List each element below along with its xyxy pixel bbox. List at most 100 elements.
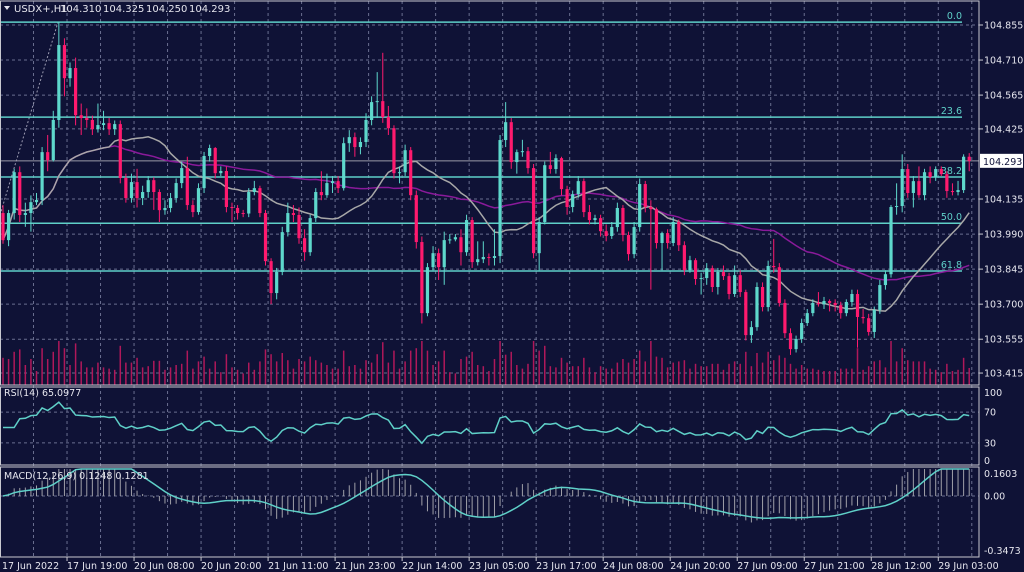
rsi-tick-label: 70: [984, 408, 996, 419]
candle: [945, 171, 949, 198]
candle: [626, 231, 631, 261]
candle-body: [146, 180, 150, 193]
candle: [464, 214, 469, 256]
candle-body: [330, 181, 335, 184]
candle: [235, 205, 240, 220]
time-tick-label: 28 Jun 12:00: [871, 561, 931, 572]
candle: [364, 113, 368, 148]
candle: [576, 176, 580, 198]
candle: [386, 105, 390, 135]
candle-body: [448, 239, 452, 241]
fibonacci-trendline[interactable]: [0, 21, 59, 216]
candle-body: [872, 309, 876, 332]
candle: [839, 301, 843, 319]
candle-body: [928, 172, 932, 178]
candle: [889, 205, 893, 278]
candle: [526, 147, 530, 174]
candle-body: [621, 207, 625, 236]
candle: [325, 173, 329, 198]
candle: [794, 335, 798, 353]
candle-body: [520, 151, 525, 153]
candle: [777, 263, 781, 307]
candle: [247, 188, 251, 218]
candle: [749, 321, 753, 343]
current-price-label: 104.293: [983, 157, 1022, 168]
candle-body: [543, 165, 547, 222]
candle-body: [934, 169, 938, 178]
candle-body: [470, 220, 474, 263]
price-tick-label: 103.555: [984, 335, 1023, 346]
candle: [733, 265, 737, 297]
candle-body: [638, 184, 642, 228]
candle-body: [118, 124, 122, 178]
triangle-down-icon[interactable]: [4, 6, 10, 10]
candle: [425, 263, 430, 317]
candle: [716, 267, 720, 295]
candle: [738, 270, 742, 297]
candle-body: [504, 122, 508, 141]
candle-body: [358, 141, 363, 148]
candle-body: [397, 172, 402, 174]
candle: [755, 282, 759, 331]
candle: [520, 139, 525, 157]
candle: [74, 57, 78, 126]
candle-body: [180, 168, 184, 184]
slow-moving-average-line: [2, 145, 970, 281]
candle-body: [939, 169, 943, 175]
candle: [805, 308, 809, 326]
candle-body: [219, 170, 223, 174]
candle: [280, 226, 284, 276]
candle-body: [889, 207, 893, 275]
candle: [403, 144, 407, 177]
candle: [855, 289, 860, 348]
candle: [381, 52, 385, 123]
candle: [811, 299, 815, 317]
time-tick-label: 27 Jun 21:00: [804, 561, 864, 572]
candle-body: [922, 172, 927, 196]
candle: [615, 202, 619, 232]
fibonacci-level-label: 0.0: [947, 11, 962, 22]
candle: [582, 178, 586, 218]
candle-body: [135, 182, 139, 199]
candle: [40, 147, 44, 206]
candle-body: [420, 242, 424, 314]
candle-body: [51, 119, 55, 161]
candle: [710, 265, 714, 293]
time-tick-label: 24 Jun 20:00: [670, 561, 730, 572]
price-tick-label: 104.710: [984, 56, 1023, 67]
candle: [872, 306, 876, 339]
rsi-tick-label: 100: [984, 388, 1002, 399]
candle: [666, 229, 670, 249]
candle-body: [85, 118, 89, 120]
candle-body: [827, 301, 832, 303]
moving-averages: [2, 136, 970, 312]
candle: [598, 214, 603, 237]
candle-body: [381, 101, 385, 118]
candle: [208, 144, 212, 162]
candle-body: [464, 220, 469, 253]
candle-body: [632, 227, 636, 255]
candle-body: [208, 148, 212, 157]
candle-body: [431, 253, 435, 268]
candle: [504, 102, 508, 148]
candle: [900, 154, 904, 213]
candle-body: [101, 123, 106, 126]
candle-body: [442, 240, 446, 268]
candle-body: [163, 207, 167, 211]
candle-body: [224, 170, 228, 208]
candle-body: [844, 301, 848, 314]
candle: [883, 270, 888, 290]
candle-body: [319, 192, 323, 196]
candle: [604, 224, 608, 242]
candle: [654, 207, 659, 249]
candle-body: [459, 237, 463, 253]
axes: 104.855 104.710 104.565 104.425 104.135 103.9…: [2, 21, 1023, 572]
candle-body: [314, 192, 318, 219]
volume-bars: [2, 341, 970, 385]
fibonacci-retracement[interactable]: 0.0 23.6 38.2 50.0 61.8: [0, 11, 979, 272]
candle: [90, 115, 94, 135]
candle: [358, 137, 363, 155]
price-tick-label: 103.845: [984, 265, 1023, 276]
panel-frame: [0, 466, 980, 558]
